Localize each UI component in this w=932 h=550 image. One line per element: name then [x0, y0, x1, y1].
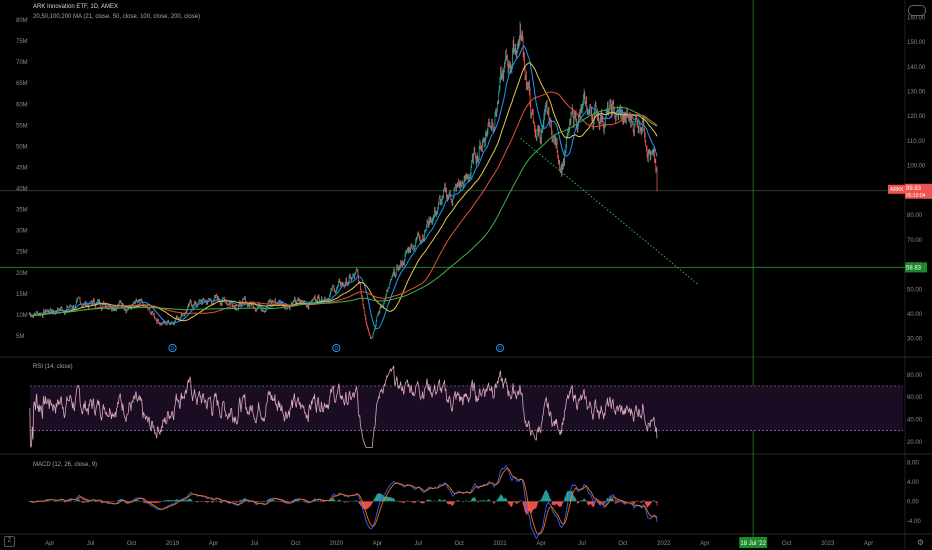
ma50-line: [29, 62, 658, 322]
support-price-tag: [905, 262, 927, 273]
dividend-marker-label: D: [171, 346, 175, 352]
time-cursor-label: 18 Jul '22: [740, 541, 766, 547]
dividend-marker-circle: [332, 343, 341, 353]
dividend-marker-circle: [495, 343, 505, 353]
trendline: [520, 138, 699, 285]
last-price-label: 89.83: [906, 186, 922, 192]
volume-scale-label: 80M: [16, 18, 28, 24]
rsi-band: [30, 385, 903, 431]
chart-legend: ARK Innovation ETF, 1D, AMEX: [33, 4, 118, 10]
volume-scale-label: 25M: [16, 250, 28, 256]
time-axis-label: Apr: [536, 541, 545, 547]
volume-scale-label: 50M: [16, 144, 28, 150]
rsi-axis-label: 20.00: [907, 440, 923, 446]
time-axis-label: Jul: [578, 541, 586, 547]
rsi-line: [29, 365, 658, 448]
time-axis-label: 2020: [330, 541, 344, 547]
time-axis-label: Apr: [864, 541, 873, 547]
rsi-indicator-title[interactable]: RSI (14, close): [33, 364, 73, 370]
time-axis-label: Jul: [414, 541, 422, 547]
time-axis-label: Oct: [127, 541, 137, 547]
time-axis-label: 2019: [166, 541, 180, 547]
symbol-tag-label: ARKK: [890, 187, 904, 193]
price-axis-label: 130.00: [907, 89, 926, 95]
volume-scale-label: 30M: [16, 229, 28, 235]
ma-indicator-title[interactable]: 20,50,100,200 MA (21, close, 50, close, …: [33, 14, 201, 20]
price-axis-label: 150.00: [907, 40, 926, 46]
volume-scale-label: 70M: [16, 60, 28, 66]
toggle-icon[interactable]: [908, 5, 926, 16]
support-price-label: 58.83: [906, 265, 922, 271]
rsi-axis-label: 80.00: [907, 373, 923, 379]
time-cursor-tag: [739, 537, 768, 548]
price-axis-label: 110.00: [907, 139, 926, 145]
volume-scale-label: 20M: [16, 271, 28, 277]
symbol-tag: [888, 184, 905, 194]
price-axis-label: 30.00: [907, 337, 923, 343]
price-axis-label: 40.00: [907, 312, 923, 318]
gear-icon[interactable]: ⚙: [916, 538, 924, 547]
volume-scale-label: 75M: [16, 39, 28, 45]
time-axis-label: 2023: [821, 541, 835, 547]
volume-scale-label: 65M: [16, 81, 28, 87]
time-axis-label: Jul: [251, 541, 259, 547]
macd-axis-label: 8.00: [907, 460, 919, 466]
candles: [28, 21, 658, 340]
dividend-marker-circle: [168, 343, 177, 353]
macd-axis-label: 4.00: [907, 480, 919, 486]
rsi-axis-label: 40.00: [907, 417, 923, 423]
time-axis-label: Jul: [87, 541, 95, 547]
price-axis-label: 120.00: [907, 114, 926, 120]
price-axis-label: 80.00: [907, 213, 923, 219]
time-axis-label: Apr: [700, 541, 709, 547]
time-axis-label: Apr: [45, 541, 54, 547]
countdown-label: 05:19:04: [906, 193, 926, 199]
volume-scale-label: 40M: [16, 187, 28, 193]
dividend-marker-label: D: [498, 346, 502, 352]
time-axis-label: Apr: [209, 541, 218, 547]
price-axis-label: 100.00: [907, 164, 926, 170]
price-axis-label: 70.00: [907, 238, 923, 244]
rsi-axis-label: 60.00: [907, 395, 923, 401]
volume-scale-label: 60M: [16, 102, 28, 108]
volume-scale-label: 35M: [16, 208, 28, 214]
macd-indicator-title[interactable]: MACD (12, 26, close, 9): [33, 462, 98, 468]
time-axis-label: 2022: [657, 541, 671, 547]
zoom-button[interactable]: Z: [4, 536, 15, 547]
time-axis-label: Oct: [291, 541, 301, 547]
ma100-line: [29, 91, 658, 317]
symbol-title[interactable]: ARK Innovation ETF, 1D, AMEX: [33, 4, 119, 10]
price-axis-label: 140.00: [907, 65, 926, 71]
volume-scale-label: 45M: [16, 165, 28, 171]
macd-legend: MACD (12, 26, close, 9): [33, 462, 97, 468]
ma200-line: [29, 106, 658, 317]
rsi-legend: RSI (14, close): [33, 364, 73, 370]
time-axis-label: 2021: [493, 541, 507, 547]
macd-axis-label: 0.00: [907, 499, 919, 505]
price-axis-label: 50.00: [907, 287, 923, 293]
volume-scale-label: 5M: [16, 334, 24, 340]
dividend-marker: D: [495, 343, 505, 353]
volume-scale-label: 55M: [16, 123, 28, 129]
dividend-marker: D: [168, 343, 177, 353]
time-axis-label: Oct: [782, 541, 792, 547]
volume-scale-label: 15M: [16, 292, 28, 298]
dividend-marker: D: [332, 343, 341, 353]
ma-legend: 20,50,100,200 MA (21, close, 50, close, …: [33, 14, 200, 20]
macd-histogram: [29, 490, 658, 515]
dividend-marker-label: D: [334, 346, 338, 352]
volume-scale-label: 10M: [16, 313, 28, 319]
time-axis-label: Oct: [618, 541, 628, 547]
ma20-line: [29, 45, 658, 330]
time-axis-label: Oct: [454, 541, 464, 547]
time-axis-label: Apr: [373, 541, 382, 547]
signal-line: [29, 467, 658, 535]
macd-axis-label: -4.00: [907, 519, 921, 525]
price-axis-label: 160.00: [907, 15, 926, 21]
last-price-tag: [905, 183, 932, 199]
